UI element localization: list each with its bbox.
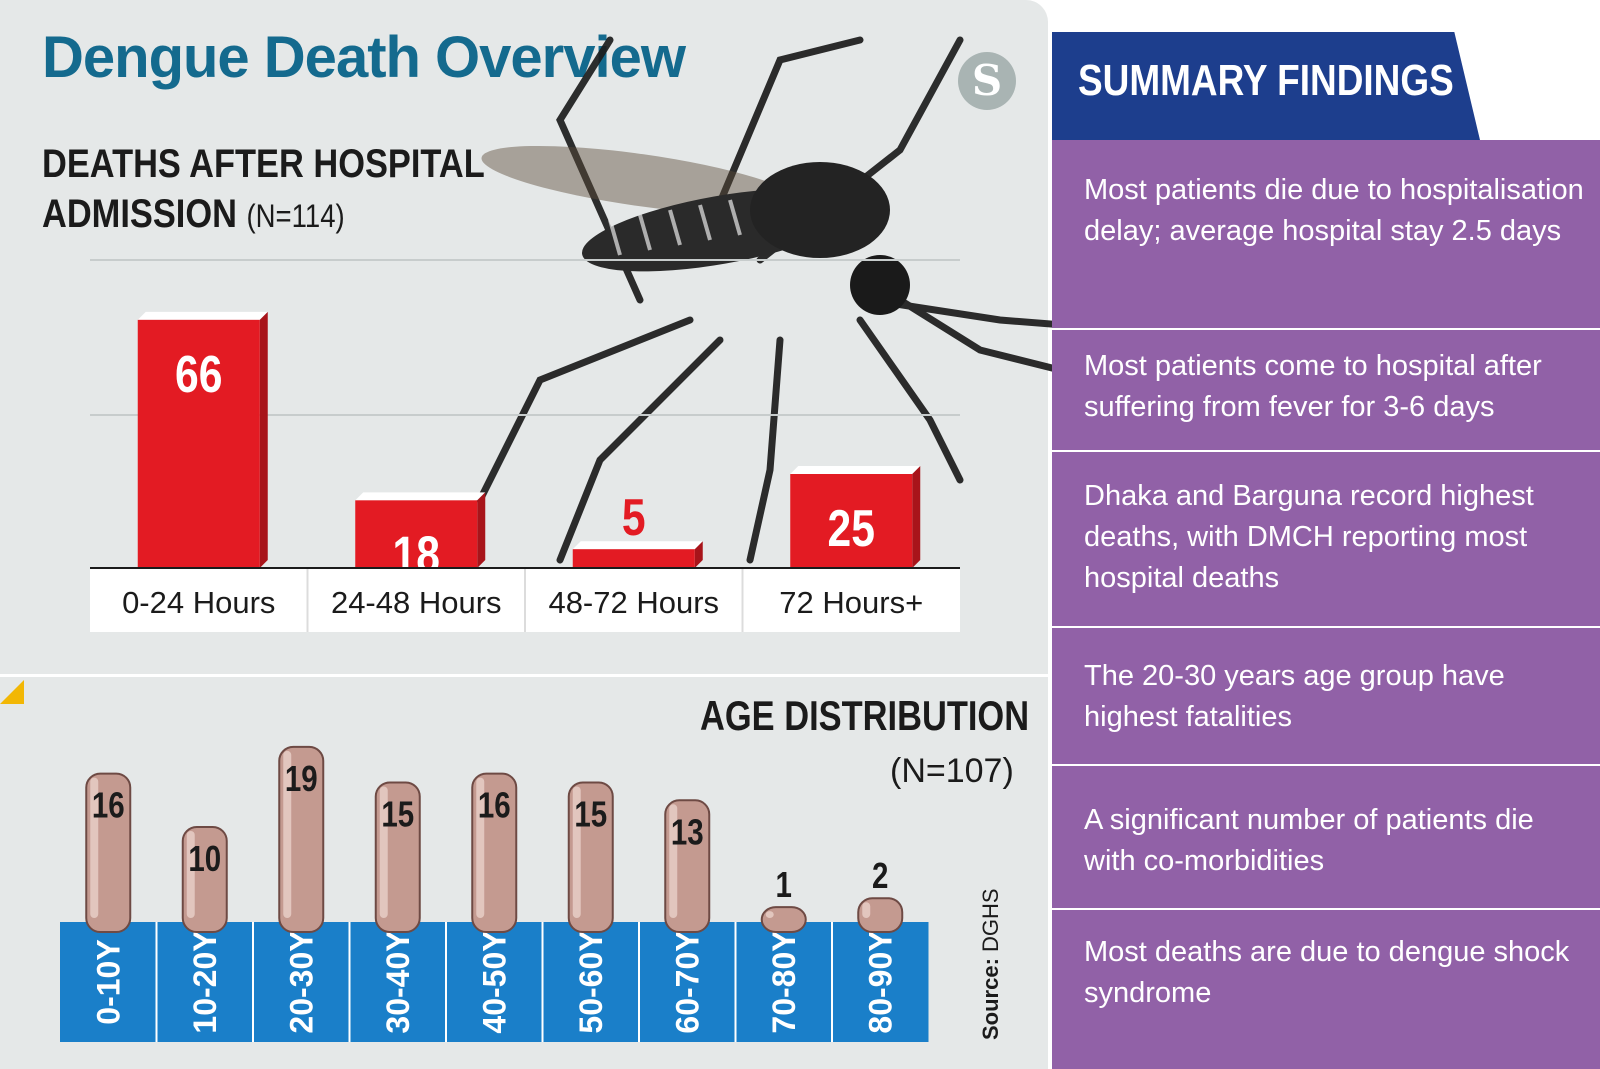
chart1-title-line1: DEATHS AFTER HOSPITAL bbox=[42, 142, 485, 186]
finding-text: A significant number of patients die wit… bbox=[1084, 804, 1534, 877]
bar-side-face bbox=[477, 492, 486, 568]
x-axis-strip bbox=[60, 922, 929, 1042]
section-divider bbox=[0, 674, 1048, 677]
finding-text: Most patients die due to hospitalisation… bbox=[1084, 174, 1584, 247]
bar-highlight bbox=[476, 777, 485, 918]
bar-value-label: 1 bbox=[776, 864, 792, 904]
x-tick-label: 70-80Y bbox=[766, 930, 802, 1033]
finding-item: Most patients die due to hospitalisation… bbox=[1052, 140, 1600, 330]
bar-side-face bbox=[912, 466, 921, 568]
bar-value-label: 25 bbox=[828, 500, 875, 558]
x-tick-label: 48-72 Hours bbox=[548, 585, 719, 620]
bar bbox=[572, 549, 695, 568]
chart2-n-label: (N=107) bbox=[890, 752, 1014, 790]
bar-value-label: 16 bbox=[92, 785, 125, 825]
x-tick-label: 24-48 Hours bbox=[331, 585, 502, 620]
finding-item: Dhaka and Barguna record highest deaths,… bbox=[1052, 452, 1600, 628]
x-tick-label: 10-20Y bbox=[187, 930, 223, 1033]
x-tick-label: 80-90Y bbox=[862, 930, 898, 1033]
source-note: Source: DGHS bbox=[978, 888, 1004, 1040]
bar-highlight bbox=[379, 786, 388, 918]
finding-text: Dhaka and Barguna record highest deaths,… bbox=[1084, 480, 1534, 594]
bar-value-label: 16 bbox=[478, 785, 511, 825]
publisher-logo: S bbox=[958, 52, 1016, 110]
bar-top-face bbox=[790, 466, 921, 474]
bar-top-face bbox=[355, 492, 486, 501]
chart1-title-line2: ADMISSION (N=114) bbox=[42, 192, 345, 237]
bar-value-label: 18 bbox=[393, 526, 440, 584]
x-tick-label: 60-70Y bbox=[669, 930, 705, 1033]
corner-marker-icon bbox=[0, 680, 24, 704]
bar-highlight bbox=[283, 750, 292, 918]
bar bbox=[137, 319, 260, 568]
finding-text: The 20-30 years age group have highest f… bbox=[1084, 660, 1505, 733]
summary-header: SUMMARY FINDINGS bbox=[1052, 32, 1480, 140]
bar-value-label: 19 bbox=[285, 758, 318, 798]
bar-highlight bbox=[90, 777, 99, 918]
finding-item: Most patients come to hospital after suf… bbox=[1052, 330, 1600, 452]
x-tick-label: 72 Hours+ bbox=[779, 585, 923, 620]
x-tick-label: 50-60Y bbox=[573, 930, 609, 1033]
summary-heading: SUMMARY FINDINGS bbox=[1078, 56, 1454, 105]
bar-value-label: 10 bbox=[188, 838, 221, 878]
finding-text: Most patients come to hospital after suf… bbox=[1084, 350, 1542, 423]
bar bbox=[355, 500, 478, 568]
chart1-title-text: ADMISSION bbox=[42, 192, 237, 236]
bar-value-label: 66 bbox=[175, 346, 222, 404]
bar-value-label: 15 bbox=[574, 794, 607, 834]
bar-highlight bbox=[862, 902, 871, 918]
finding-item: Most deaths are due to dengue shock synd… bbox=[1052, 910, 1600, 1069]
bar-highlight bbox=[669, 804, 678, 918]
finding-item: A significant number of patients die wit… bbox=[1052, 766, 1600, 910]
bar-highlight bbox=[572, 786, 581, 918]
chart2-title: AGE DISTRIBUTION bbox=[700, 692, 1030, 739]
x-tick-label: 40-50Y bbox=[476, 930, 512, 1033]
page-title: Dengue Death Overview bbox=[42, 25, 686, 90]
x-tick-label: 30-40Y bbox=[380, 930, 416, 1033]
bar-value-label: 15 bbox=[381, 794, 414, 834]
bar-highlight bbox=[186, 831, 195, 918]
hospital-deaths-chart: 0-24 Hours 24-48 Hours 48-72 Hours 72 Hours… bbox=[90, 259, 960, 632]
x-tick-label: 0-10Y bbox=[90, 939, 126, 1024]
bar-top-face bbox=[137, 311, 268, 320]
bar-highlight bbox=[765, 911, 774, 918]
summary-panel: Most patients die due to hospitalisation… bbox=[1052, 140, 1600, 1069]
bar-side-face bbox=[694, 541, 703, 568]
x-tick-label: 0-24 Hours bbox=[122, 585, 275, 620]
bar-value-label: 13 bbox=[671, 811, 704, 851]
bar-top-face bbox=[572, 541, 703, 550]
bar-value-label: 2 bbox=[872, 855, 888, 895]
bar-side-face bbox=[259, 311, 268, 568]
bar bbox=[790, 474, 913, 568]
bar-value-label: 5 bbox=[622, 489, 646, 547]
source-value: DGHS bbox=[978, 888, 1003, 952]
finding-text: Most deaths are due to dengue shock synd… bbox=[1084, 936, 1570, 1009]
source-label: Source: bbox=[978, 958, 1003, 1040]
finding-item: The 20-30 years age group have highest f… bbox=[1052, 628, 1600, 766]
chart1-n-label: (N=114) bbox=[246, 198, 345, 234]
age-distribution-chart: 0-10Y 10-20Y 20-30Y 30-40Y 40-50Y 50-60Y 60-70… bbox=[60, 745, 929, 1042]
x-tick-label: 20-30Y bbox=[283, 930, 319, 1033]
bar bbox=[760, 906, 807, 933]
